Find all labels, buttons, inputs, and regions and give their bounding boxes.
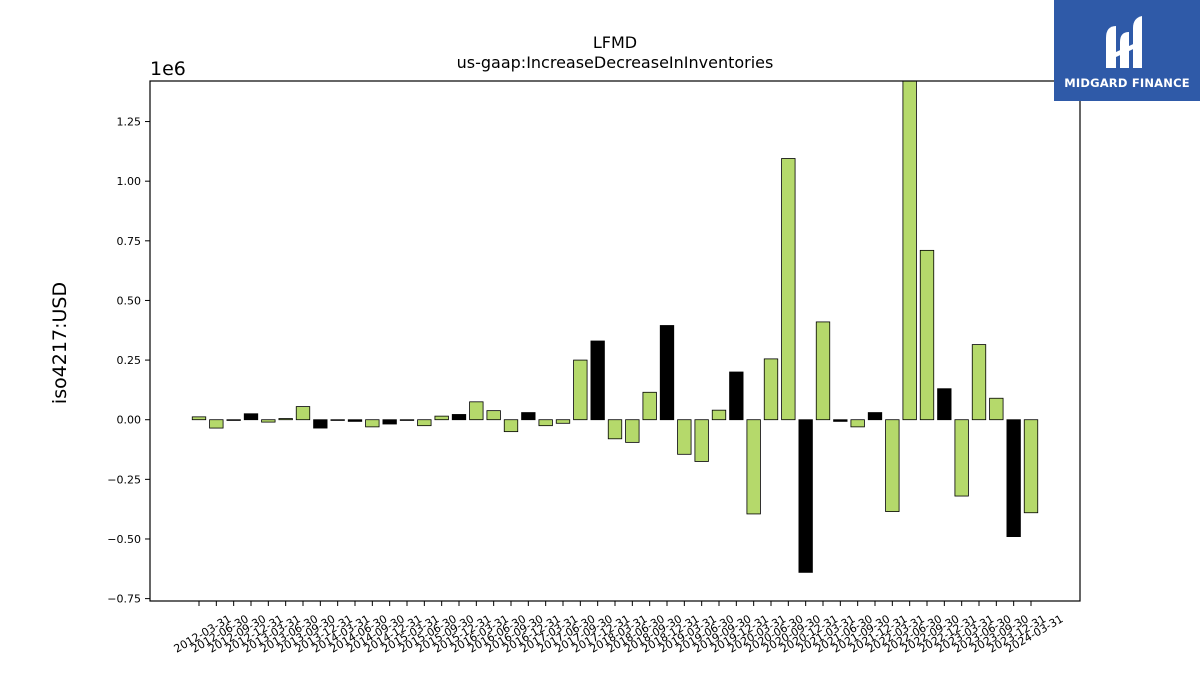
plot-frame: [149, 80, 1081, 602]
bar-2017-12-31: [590, 340, 605, 421]
bar-2023-09-30: [989, 397, 1004, 421]
bar-2012-03-31: [191, 416, 207, 421]
bar-2014-09-30: [365, 419, 380, 428]
bar-2014-12-31: [382, 419, 397, 425]
y-axis-label: iso4217:USD: [49, 282, 71, 404]
bar-2017-06-30: [555, 419, 571, 424]
bar-2021-06-30: [833, 419, 848, 422]
bar-2020-06-30: [763, 358, 779, 421]
bar-2023-03-31: [954, 419, 969, 497]
x-ticks: 2012-03-312012-06-302012-09-302012-12-31…: [172, 601, 1066, 656]
bar-2013-12-31: [313, 419, 328, 429]
bar-2014-06-30: [347, 419, 363, 422]
chart-subtitle: us-gaap:IncreaseDecreaseInInventories: [457, 53, 774, 72]
bar-2017-03-31: [538, 419, 553, 427]
bar-2016-12-31: [521, 412, 536, 421]
bar-2015-12-31: [451, 414, 467, 421]
brand-logo: MIDGARD FINANCE: [1054, 0, 1200, 101]
bar-2021-09-30: [850, 419, 865, 428]
midgard-logo-icon: [1106, 15, 1142, 68]
bar-2020-12-31: [798, 419, 813, 573]
bar-2019-03-31: [677, 419, 692, 455]
y-tick-label: −0.75: [107, 593, 141, 606]
bar-2017-09-30: [573, 359, 588, 421]
y-offset-label: 1e6: [150, 58, 186, 80]
bar-2022-09-30: [919, 249, 935, 421]
bar-2016-03-31: [469, 401, 484, 421]
y-tick-label: −0.50: [107, 533, 141, 546]
y-tick-label: −0.25: [107, 473, 141, 486]
bar-2021-03-31: [815, 321, 831, 421]
bar-2024-03-31: [1023, 419, 1039, 514]
bar-2019-06-30: [694, 419, 709, 462]
y-ticks: 1.25 1.00 0.75 0.50 0.25 0.00 −0.25 −0.50 −0.75: [107, 116, 150, 606]
bar-2022-12-31: [937, 388, 952, 421]
bar-2018-12-31: [659, 325, 675, 421]
bar-2015-03-31: [399, 419, 415, 421]
bar-2020-09-30: [781, 158, 796, 421]
bar-2013-06-30: [278, 418, 293, 421]
bar-2022-03-31: [885, 419, 900, 512]
y-tick-label: 1.25: [117, 116, 142, 129]
bar-2014-03-31: [330, 419, 345, 421]
bar-2023-06-30: [971, 344, 987, 421]
bar-2016-09-30: [503, 419, 519, 433]
y-tick-label: 0.50: [117, 294, 142, 307]
bar-2021-12-31: [867, 412, 883, 421]
bar-2012-09-30: [226, 419, 241, 421]
bar-2018-06-30: [625, 419, 640, 443]
bar-2015-09-30: [434, 415, 449, 421]
bar-2012-12-31: [243, 413, 259, 421]
y-tick-label: 0.00: [117, 414, 142, 427]
bar-2019-12-31: [729, 371, 744, 421]
bars-group: [191, 80, 1039, 573]
bar-2018-03-31: [607, 419, 623, 440]
bar-2018-09-30: [642, 391, 657, 421]
y-tick-label: 0.75: [117, 235, 142, 248]
bar-2012-06-30: [209, 419, 224, 429]
bar-2019-09-30: [711, 409, 727, 421]
brand-name: MIDGARD FINANCE: [1064, 75, 1190, 90]
bar-2023-12-31: [1006, 419, 1021, 537]
y-tick-label: 1.00: [117, 175, 142, 188]
chart-title: LFMD: [593, 33, 637, 52]
bar-2022-06-30: [902, 80, 917, 421]
bar-2013-09-30: [295, 406, 311, 421]
bar-2013-03-31: [261, 419, 276, 423]
y-tick-label: 0.25: [117, 354, 142, 367]
bar-2020-03-31: [746, 419, 761, 515]
bar-2016-06-30: [486, 410, 501, 421]
bar-2015-06-30: [417, 419, 432, 427]
